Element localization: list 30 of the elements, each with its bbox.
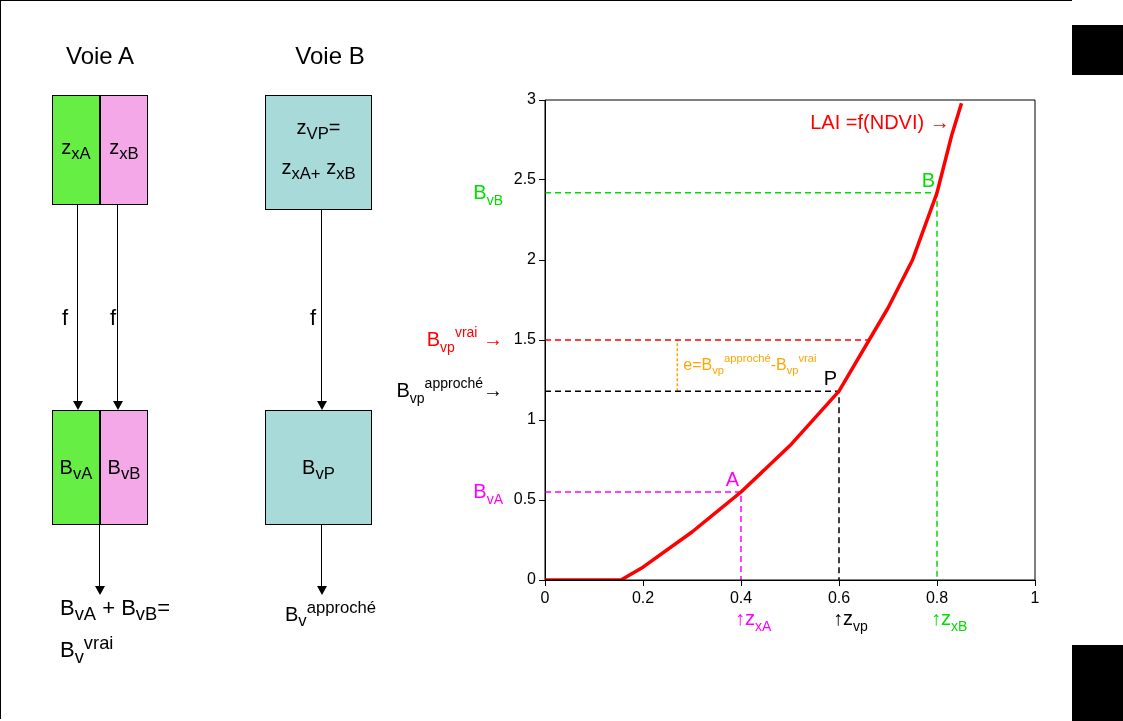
text: B$_{vB}$ xyxy=(106,455,142,484)
x-tick-label: 0.4 xyxy=(729,589,753,607)
x-tick-label: 0 xyxy=(540,589,550,607)
annotation: A xyxy=(725,468,740,490)
y-tick-label: 2 xyxy=(527,250,537,268)
text: f xyxy=(108,305,118,332)
annotation: P xyxy=(823,367,837,390)
y-tick-label: 3 xyxy=(527,90,537,108)
y-tick-label: 1 xyxy=(527,410,537,428)
text: z$_{xA}$ xyxy=(60,135,92,164)
text: z$_{VP}$= xyxy=(295,115,342,144)
x-tick-label: 0.8 xyxy=(925,589,949,607)
x-tick-label: 0.2 xyxy=(631,589,655,607)
x-tick-label: 0.6 xyxy=(827,589,851,607)
text: z$_{xA+}$ z$_{xB}$ xyxy=(280,155,357,184)
y-tick-label: 1.5 xyxy=(513,330,537,348)
text: f xyxy=(60,305,70,332)
text: B$_{vP}$ xyxy=(301,455,336,484)
y-tick-label: 0 xyxy=(527,570,537,588)
text: B$_{vA}$ xyxy=(58,455,94,484)
text: B$_{vA}$ + B$_{vB}$= xyxy=(60,595,171,626)
x-tick-label: 1 xyxy=(1030,589,1040,607)
y-tick-label: 0.5 xyxy=(513,490,537,508)
text: f xyxy=(308,305,318,332)
annotation: B xyxy=(921,168,935,191)
annotation: LAI =f(NDVI) → xyxy=(810,111,950,134)
text: z$_{xB}$ xyxy=(108,135,140,164)
text: Voie B xyxy=(294,42,366,71)
text: Voie A xyxy=(64,42,136,71)
y-tick-label: 2.5 xyxy=(513,170,537,188)
